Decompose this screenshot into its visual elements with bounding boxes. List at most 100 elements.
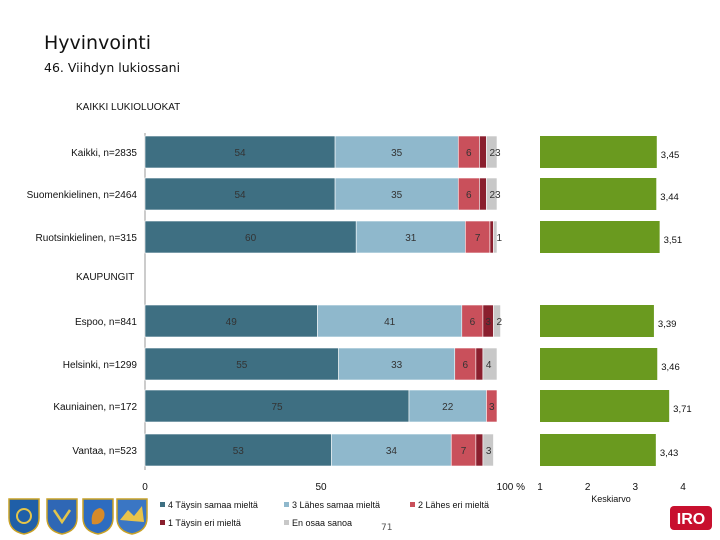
data-label: 6 — [466, 148, 472, 159]
mean-label: 3,39 — [658, 319, 677, 330]
crest-logo-4 — [116, 498, 148, 535]
data-label: 33 — [391, 360, 403, 371]
category-label: Espoo, n=841 — [75, 317, 137, 328]
data-label: 54 — [234, 190, 246, 201]
mean-bar — [540, 178, 657, 210]
data-label: 7 — [461, 446, 467, 457]
data-label: 23 — [489, 148, 501, 159]
bar-segment — [334, 135, 459, 169]
bar-segment — [479, 135, 487, 169]
bar-segment — [334, 177, 459, 211]
page-title: Hyvinvointi — [44, 32, 152, 54]
data-label: 53 — [233, 446, 245, 457]
legend-label: 4 Täysin samaa mieltä — [168, 500, 258, 510]
data-label: 35 — [391, 190, 403, 201]
bar-segment — [486, 389, 498, 423]
mean-label: 3,51 — [664, 235, 683, 246]
legend-label: En osaa sanoa — [292, 518, 352, 528]
legend-swatch — [284, 520, 289, 525]
category-label: Kaikki, n=2835 — [71, 148, 137, 159]
data-label: 3 — [489, 402, 495, 413]
data-label: 34 — [386, 446, 398, 457]
data-label: 6 — [470, 317, 476, 328]
mean-label: 3,44 — [660, 192, 679, 203]
data-label: 6 — [466, 190, 472, 201]
mean-bar — [540, 221, 660, 253]
bar-segment — [493, 220, 498, 254]
legend-label: 3 Lähes samaa mieltä — [292, 500, 380, 510]
group-label: KAUPUNGIT — [76, 272, 134, 283]
bar-segment — [408, 389, 487, 423]
bar-segment — [486, 135, 498, 169]
mean-tick-label: 1 — [537, 482, 543, 493]
bar-segment — [144, 389, 410, 423]
category-label: Vantaa, n=523 — [72, 446, 137, 457]
legend-label: 1 Täysin eri mieltä — [168, 518, 241, 528]
bar-segment — [144, 220, 357, 254]
data-label: 4 — [486, 360, 492, 371]
x-tick-label: 100 % — [497, 482, 525, 493]
data-label: 3 — [485, 317, 491, 328]
mean-tick-label: 3 — [633, 482, 639, 493]
x-tick-label: 50 — [315, 482, 327, 493]
data-label: 49 — [226, 317, 238, 328]
bar-segment — [493, 304, 501, 338]
page-number: 71 — [381, 523, 393, 533]
crest-logo-3 — [82, 498, 114, 535]
mean-label: 3,43 — [660, 448, 679, 459]
category-label: Ruotsinkielinen, n=315 — [36, 233, 138, 244]
mean-bar — [540, 136, 657, 168]
category-label: Kauniainen, n=172 — [53, 402, 137, 413]
crest-logo-1 — [8, 498, 40, 535]
bar-segment — [317, 304, 463, 338]
group-label: KAIKKI LUKIOLUOKAT — [76, 102, 180, 113]
bar-segment — [144, 433, 332, 467]
data-label: 60 — [245, 233, 257, 244]
mean-bar — [540, 305, 654, 337]
data-label: 75 — [271, 402, 283, 413]
bar-segment — [144, 304, 318, 338]
bar-segment — [489, 220, 494, 254]
legend-swatch — [160, 502, 165, 507]
bar-segment — [482, 347, 498, 381]
mean-tick-label: 4 — [680, 482, 686, 493]
category-label: Helsinki, n=1299 — [63, 360, 138, 371]
bar-segment — [144, 347, 339, 381]
category-label: Suomenkielinen, n=2464 — [27, 190, 138, 201]
legend-label: 2 Lähes eri mieltä — [418, 500, 489, 510]
data-label: 22 — [442, 402, 454, 413]
mean-label: 3,45 — [661, 150, 680, 161]
data-label: 41 — [384, 317, 396, 328]
bar-segment — [479, 177, 487, 211]
bar-segment — [450, 433, 477, 467]
data-label: 35 — [391, 148, 403, 159]
mean-axis-label: Keskiarvo — [591, 494, 631, 504]
data-label: 7 — [475, 233, 481, 244]
legend-swatch — [284, 502, 289, 507]
bar-segment — [144, 177, 336, 211]
legend-swatch — [410, 502, 415, 507]
x-tick-label: 0 — [142, 482, 148, 493]
crest-logo-2 — [46, 498, 78, 535]
bar-segment — [486, 177, 498, 211]
mean-bar — [540, 390, 670, 422]
bar-segment — [338, 347, 456, 381]
data-label: 1 — [496, 233, 502, 244]
mean-label: 3,71 — [673, 404, 692, 415]
legend-swatch — [160, 520, 165, 525]
data-label: 3 — [486, 446, 492, 457]
bar-segment — [465, 220, 491, 254]
data-label: 54 — [234, 148, 246, 159]
data-label: 55 — [236, 360, 248, 371]
mean-bar — [540, 348, 658, 380]
data-label: 23 — [489, 190, 501, 201]
data-label: 2 — [496, 317, 502, 328]
mean-label: 3,46 — [661, 362, 680, 373]
mean-tick-label: 2 — [585, 482, 591, 493]
iro-logo-text: IRO — [677, 511, 705, 528]
iro-logo: IRO — [670, 506, 712, 530]
bar-segment — [475, 347, 484, 381]
page-subtitle: 46. Viihdyn lukiossani — [44, 60, 181, 75]
data-label: 31 — [405, 233, 417, 244]
